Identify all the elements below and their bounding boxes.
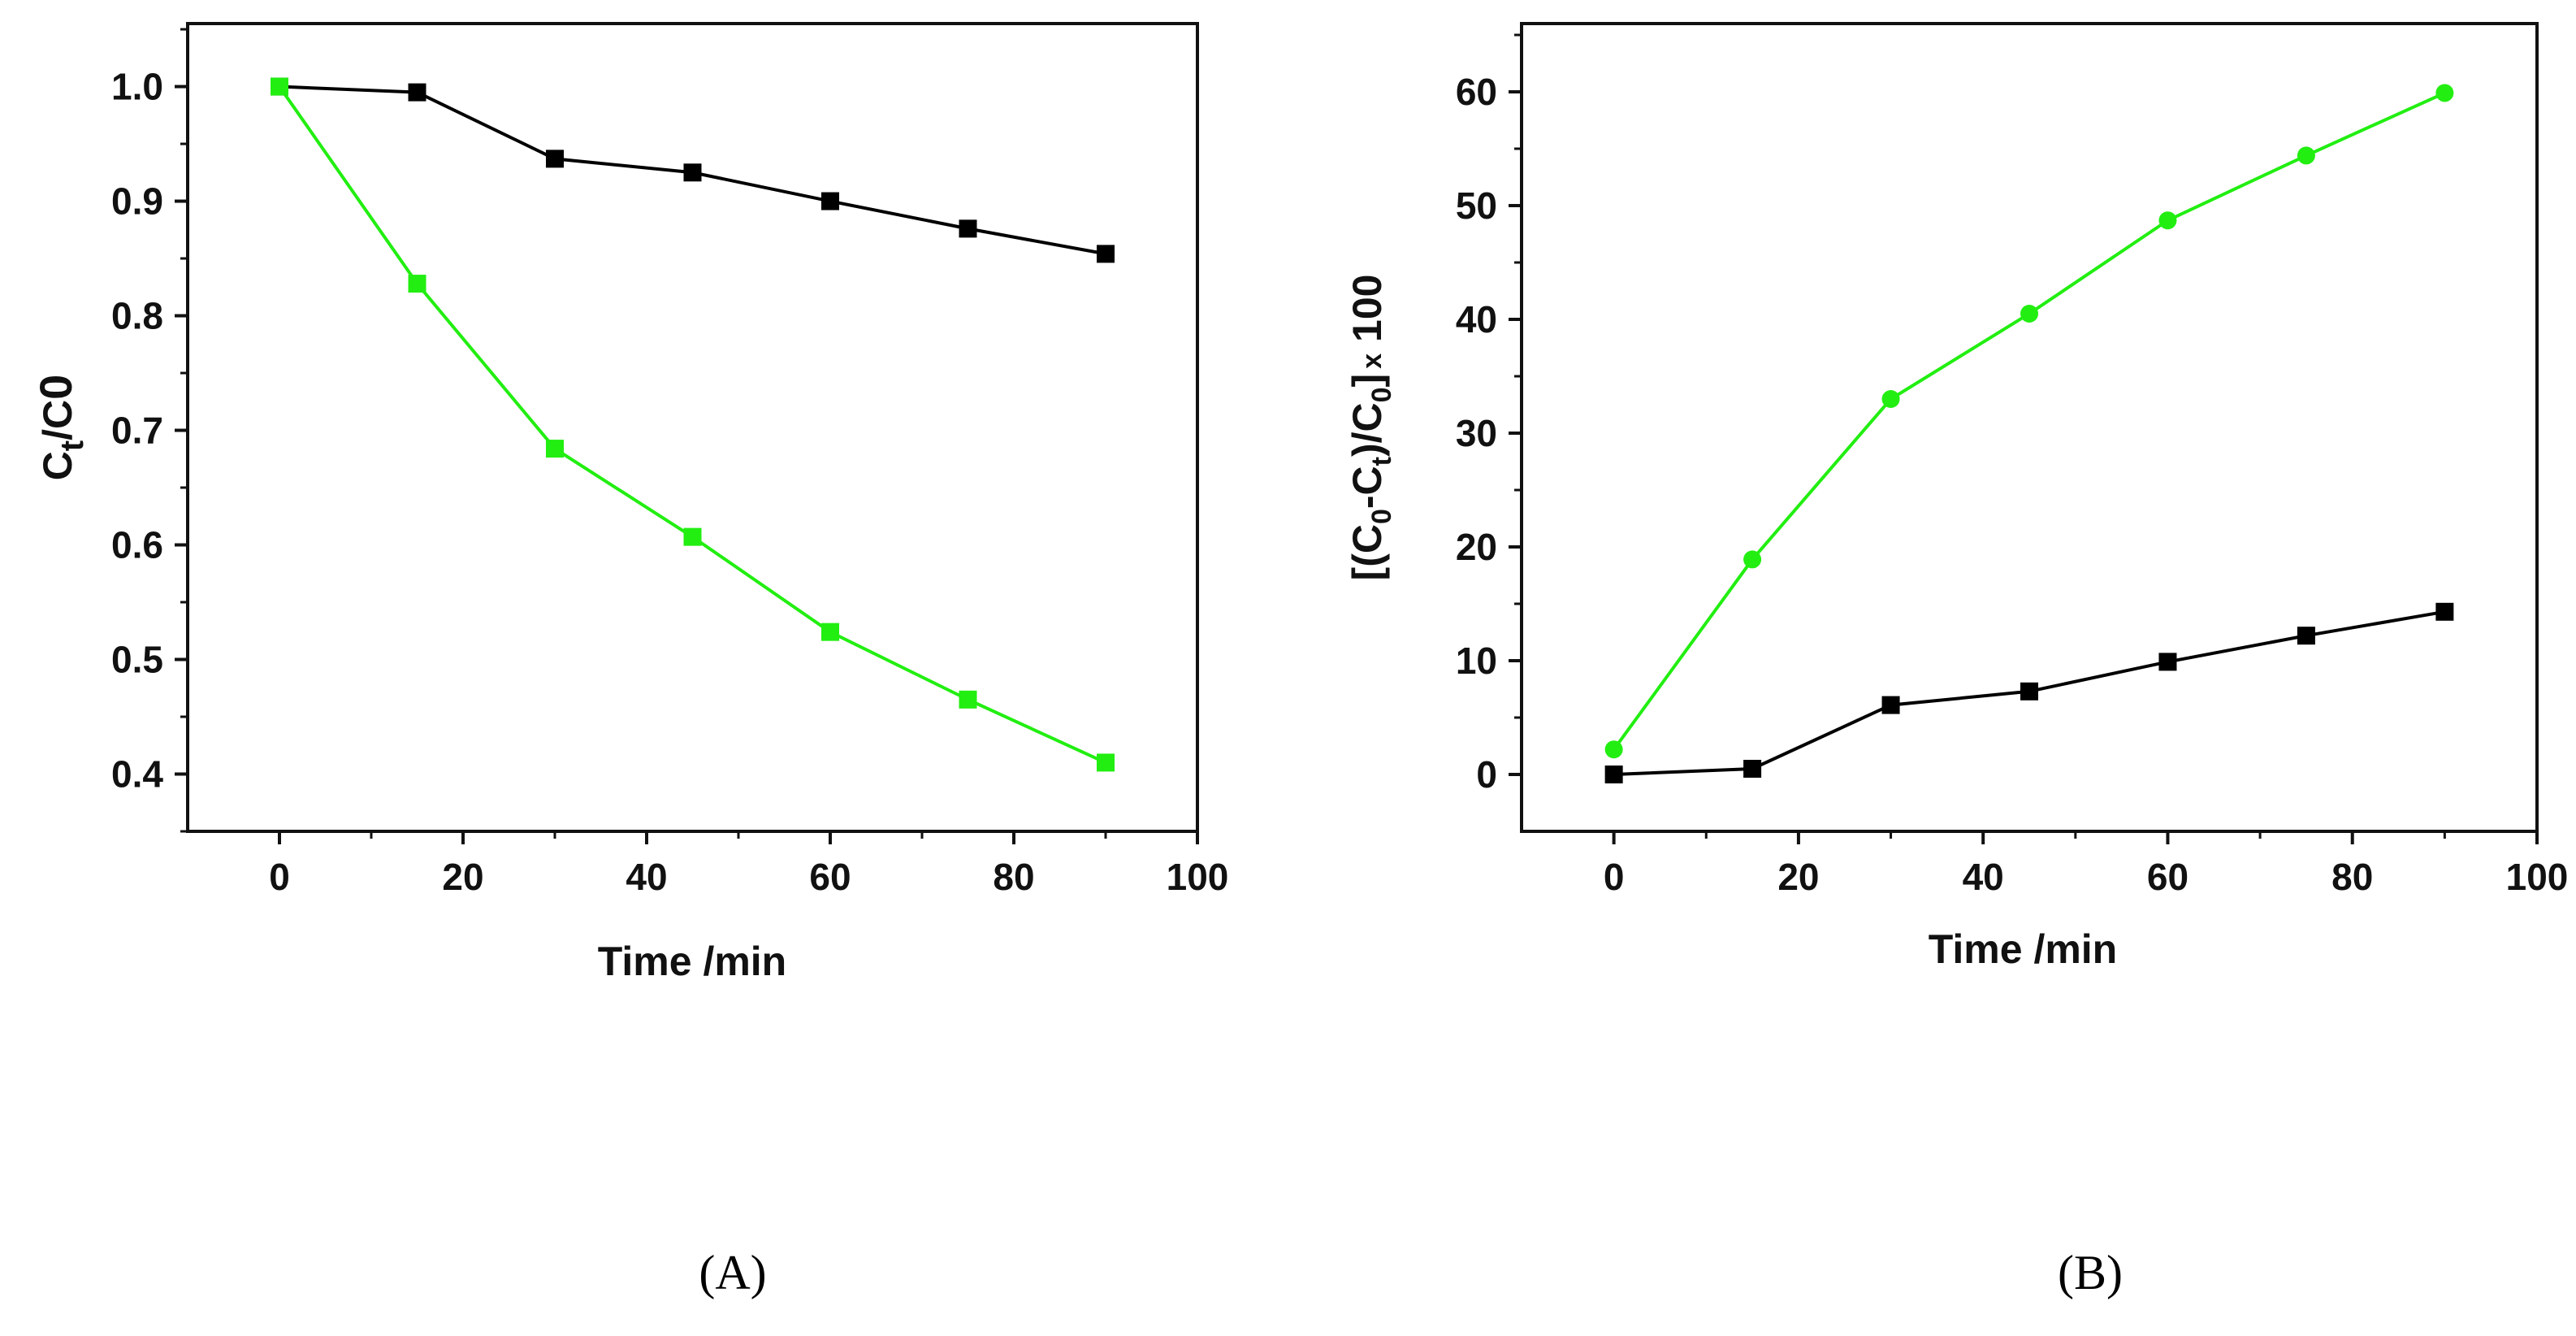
y-tick-label: 0.8 <box>111 295 163 337</box>
y-tick-label: 20 <box>1456 526 1497 568</box>
data-point-green <box>821 622 839 641</box>
data-point-black <box>1743 760 1762 778</box>
series-line-green <box>1613 91 2446 751</box>
x-axis-title-b: Time /min <box>1929 926 2117 972</box>
data-point-green <box>271 77 288 96</box>
y-tick-label: 0.6 <box>111 524 163 566</box>
y-ticks-a: 0.4 0.5 0.6 0.7 0.8 0.9 1.0 <box>111 28 188 833</box>
data-point-green <box>683 527 702 546</box>
data-point-green <box>1097 753 1115 772</box>
y-tick-label: 50 <box>1456 184 1497 227</box>
data-point-green <box>1881 390 1900 408</box>
data-point-green <box>1604 740 1623 759</box>
data-point-black <box>1881 696 1900 714</box>
y-tick-label: 1.0 <box>111 66 163 108</box>
data-point-green <box>2435 84 2454 102</box>
data-point-black <box>1604 766 1623 783</box>
x-tick-label: 100 <box>1167 856 1229 898</box>
x-tick-label: 80 <box>2331 856 2373 898</box>
series-a <box>271 77 1115 772</box>
data-point-black <box>2435 602 2454 621</box>
data-point-black <box>683 163 702 182</box>
panel-a: 0 20 40 60 80 100 0.4 0.5 0.6 0.7 0.8 0.9 1.0 Time … <box>30 22 1228 1299</box>
x-tick-label: 40 <box>1963 856 2004 898</box>
y-tick-label: 0.9 <box>111 180 163 223</box>
y-tick-label: 0.7 <box>111 410 163 452</box>
plot-frame-a <box>186 22 1199 833</box>
x-tick-label: 80 <box>993 856 1034 898</box>
x-tick-label: 40 <box>626 856 667 898</box>
data-point-black <box>408 83 426 102</box>
data-point-black <box>821 192 839 210</box>
x-tick-label: 20 <box>442 856 483 898</box>
x-tick-label: 100 <box>2506 856 2569 898</box>
y-ticks-b: 0 10 20 30 40 50 60 <box>1456 33 1522 796</box>
y-tick-label: 10 <box>1456 640 1497 682</box>
x-tick-label: 0 <box>269 856 290 898</box>
data-point-black <box>1097 245 1115 263</box>
x-tick-label: 0 <box>1604 856 1625 898</box>
data-point-green <box>2020 305 2038 323</box>
data-point-green <box>408 275 426 293</box>
panel-label-b: (B) <box>2058 1246 2123 1299</box>
y-tick-label: 30 <box>1456 412 1497 454</box>
data-point-black <box>959 219 977 238</box>
x-ticks-a: 0 20 40 60 80 100 <box>269 831 1228 898</box>
series-line-green <box>278 85 1106 765</box>
data-point-green <box>959 690 977 709</box>
panel-label-a: (A) <box>699 1246 766 1299</box>
x-ticks-b: 0 20 40 60 80 100 <box>1604 831 2569 898</box>
y-axis-title-a: Ct/C0 <box>30 375 90 481</box>
data-point-black <box>2297 627 2315 645</box>
data-point-green <box>2297 146 2315 165</box>
data-point-green <box>546 440 564 458</box>
x-tick-label: 60 <box>2147 856 2189 898</box>
y-tick-label: 60 <box>1456 71 1497 113</box>
data-point-green <box>1743 550 1762 569</box>
data-point-black <box>546 150 564 168</box>
panel-b: 0 20 40 60 80 100 0 10 20 30 40 50 60 Time /min [(C… <box>1344 22 2569 1299</box>
y-tick-label: 0.5 <box>111 639 163 681</box>
y-axis-title-b: [(C0-Ct)/C0]x 100 <box>1344 275 1397 581</box>
series-b <box>1604 84 2454 783</box>
x-tick-label: 60 <box>809 856 851 898</box>
y-tick-label: 0 <box>1476 753 1497 796</box>
y-tick-label: 0.4 <box>111 753 163 796</box>
plot-frame-b <box>1520 22 2539 833</box>
data-point-green <box>2158 211 2177 230</box>
data-point-black <box>2020 682 2038 701</box>
x-axis-title-a: Time /min <box>598 939 786 984</box>
y-tick-label: 40 <box>1456 298 1497 341</box>
data-point-black <box>2158 653 2177 671</box>
x-tick-label: 20 <box>1777 856 1819 898</box>
